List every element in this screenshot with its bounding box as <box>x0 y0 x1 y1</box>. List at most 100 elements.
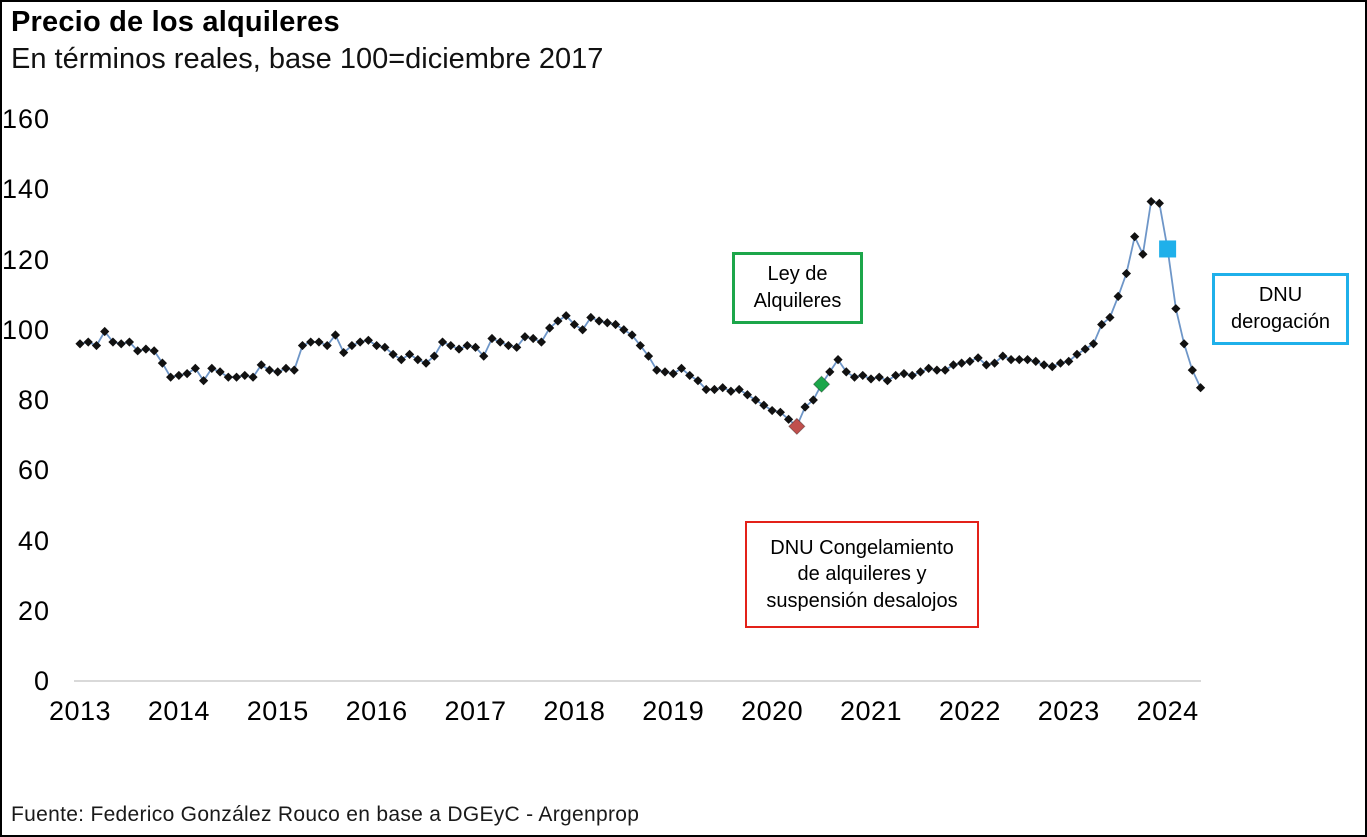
data-point <box>487 333 497 344</box>
data-point <box>454 344 464 354</box>
data-point <box>124 337 135 347</box>
data-point <box>973 353 983 363</box>
data-point <box>709 384 720 395</box>
data-point <box>116 339 126 349</box>
annotation-box-dnu-congelamiento: DNU Congelamiento de alquileres y suspen… <box>745 521 979 628</box>
chart-title: Precio de los alquileres <box>11 6 340 38</box>
data-point <box>882 376 893 386</box>
data-point <box>528 333 538 344</box>
data-point <box>355 337 365 347</box>
data-point <box>190 363 200 373</box>
data-point <box>314 337 324 347</box>
data-point <box>330 330 341 340</box>
y-axis-label: 140 <box>2 174 51 205</box>
data-point <box>1146 196 1156 207</box>
data-point <box>536 337 547 347</box>
data-point <box>1064 356 1074 366</box>
data-point <box>1080 344 1090 354</box>
data-point <box>701 384 711 395</box>
y-axis-label: 60 <box>17 455 50 486</box>
data-point <box>907 370 917 381</box>
data-point <box>1187 365 1197 375</box>
data-point <box>561 311 571 321</box>
data-point <box>1039 360 1049 370</box>
data-point <box>166 372 176 382</box>
data-point <box>693 376 703 386</box>
data-point <box>273 367 283 377</box>
data-point <box>75 339 85 349</box>
data-point <box>83 337 93 347</box>
data-point <box>783 414 794 424</box>
annotation-box-dnu-derogacion: DNU derogación <box>1212 273 1349 345</box>
data-point <box>1105 312 1115 323</box>
data-point <box>742 390 752 400</box>
data-point <box>825 367 835 377</box>
data-point <box>957 358 967 368</box>
data-point <box>578 325 588 335</box>
data-point <box>1121 268 1132 279</box>
data-point <box>874 372 884 382</box>
data-point <box>198 376 209 386</box>
data-point <box>421 358 431 368</box>
data-point <box>207 363 217 373</box>
data-point <box>718 383 728 393</box>
data-point <box>1195 383 1206 393</box>
data-point <box>685 370 695 381</box>
data-point <box>553 316 563 326</box>
data-point <box>133 346 143 356</box>
x-axis-label: 2014 <box>147 696 210 726</box>
data-point <box>100 326 110 337</box>
y-axis-label: 160 <box>2 104 51 134</box>
annotation-box-ley-de-alquileres: Ley de Alquileres <box>732 252 863 324</box>
data-point <box>660 367 670 377</box>
data-point <box>965 356 975 366</box>
x-axis-label: 2016 <box>345 696 408 726</box>
data-point <box>347 340 357 351</box>
data-point <box>734 384 744 395</box>
data-point <box>248 372 258 382</box>
data-point <box>437 337 448 347</box>
data-point <box>767 405 777 416</box>
data-point <box>652 365 662 375</box>
y-axis-label: 100 <box>2 314 51 345</box>
data-point <box>989 358 1000 368</box>
data-point <box>1022 355 1033 365</box>
data-point <box>1130 232 1140 242</box>
data-point <box>215 367 225 377</box>
data-point <box>800 402 810 412</box>
data-point <box>866 374 876 384</box>
data-point <box>462 340 472 351</box>
x-axis-label: 2024 <box>1136 696 1199 726</box>
data-point <box>149 346 159 356</box>
x-axis-label: 2022 <box>938 696 1001 726</box>
price-line <box>79 200 1202 428</box>
data-point <box>306 337 316 347</box>
data-point <box>1014 355 1024 365</box>
data-point <box>833 355 843 365</box>
x-axis-label: 2017 <box>444 696 507 726</box>
data-point <box>775 407 785 417</box>
data-point <box>396 355 406 365</box>
x-axis-label: 2018 <box>543 696 606 726</box>
data-point <box>619 325 629 335</box>
data-point <box>808 395 818 405</box>
data-point <box>676 363 687 373</box>
data-point <box>858 370 868 381</box>
data-point <box>998 351 1008 361</box>
data-point <box>1047 362 1057 372</box>
data-point <box>759 400 769 410</box>
data-point <box>1154 198 1164 208</box>
data-point <box>289 365 299 375</box>
data-point <box>91 340 102 351</box>
data-point <box>231 372 242 382</box>
data-point <box>924 363 934 373</box>
x-axis-label: 2013 <box>48 696 112 726</box>
data-point <box>108 337 118 347</box>
data-point <box>495 337 505 347</box>
data-point <box>1138 249 1148 259</box>
data-point <box>380 342 390 352</box>
data-point <box>849 372 860 382</box>
data-point <box>891 370 901 381</box>
data-point <box>404 349 415 359</box>
